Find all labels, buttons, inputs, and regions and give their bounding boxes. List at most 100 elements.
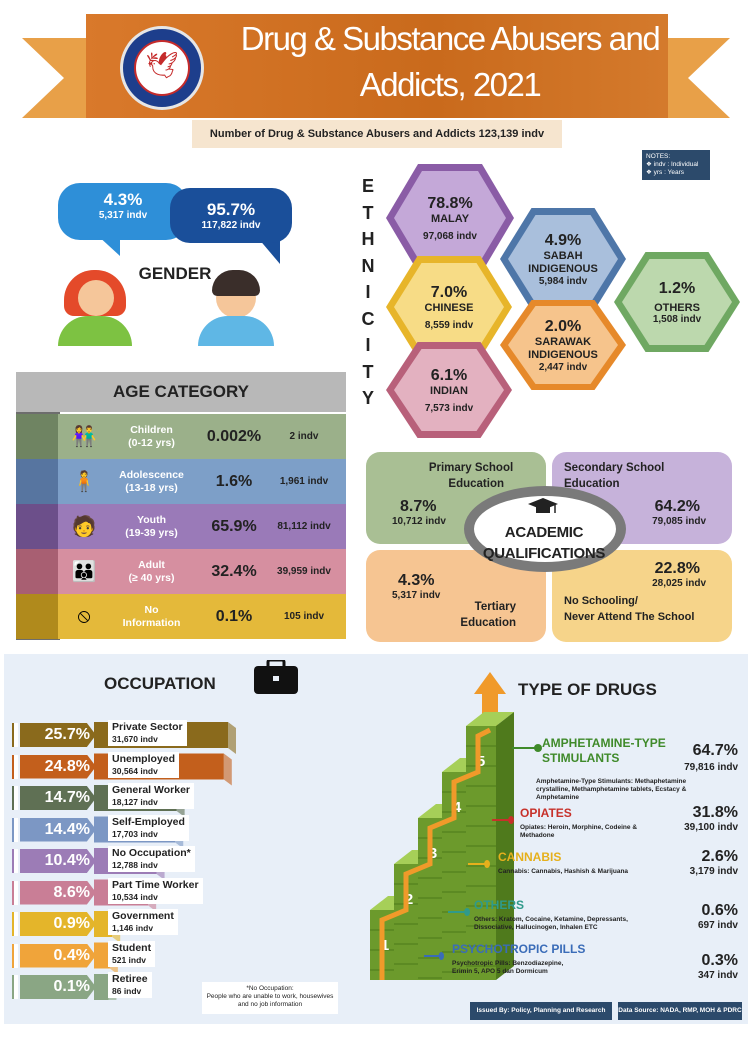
ethnicity-sabah-indigenous: 4.9% SABAH INDIGENOUS 5,984 indv <box>500 208 626 310</box>
female-face <box>78 280 114 316</box>
ethnicity-others: 1.2% OTHERS 1,508 indv <box>614 252 740 352</box>
issued-by: Issued By: Policy, Planning and Research… <box>470 1002 612 1032</box>
age-row-side <box>16 414 58 459</box>
age-label: Youth (19-39 yrs) <box>104 514 199 540</box>
occupation-name: Part Time Worker <box>112 878 199 891</box>
children-icon: 👫 <box>71 426 97 448</box>
drug-name-line: OPIATES <box>520 806 572 820</box>
age-label-name: Children <box>130 423 173 436</box>
male-hair <box>212 270 260 296</box>
drug-pointer-icon <box>468 856 490 868</box>
step-number: 3 <box>429 845 437 862</box>
occupation-pct-tag: 0.4% <box>12 943 96 969</box>
drug-name-line: STIMULANTS <box>542 751 620 765</box>
academic-secondary-count: 79,085 indv <box>652 516 706 527</box>
ethnicity-pct: 4.9% <box>544 231 582 249</box>
notes-box: NOTES: ❖ indv : Individual ❖ yrs : Years <box>642 150 710 180</box>
male-bubble: 95.7% 117,822 indv <box>170 188 292 243</box>
age-row-side <box>16 594 58 639</box>
academic-secondary-title: Secondary School Education <box>564 460 720 492</box>
ethnicity-letter: H <box>361 229 375 249</box>
occupation-label: Part Time Worker 10,534 indv <box>108 877 203 904</box>
drug-name-line: CANNABIS <box>498 850 562 864</box>
occupation-bar <box>94 942 110 969</box>
drug-count: 79,816 indv <box>684 762 738 773</box>
type-of-drugs-title: TYPE OF DRUGS <box>518 680 657 699</box>
drug-pct: 2.6% <box>701 848 738 865</box>
occupation-label: Unemployed 30,564 indv <box>108 751 180 778</box>
drug-description: Opiates: Heroin, Morphine, Codeine & Met… <box>520 824 638 839</box>
ethnicity-count: 97,068 indv <box>423 230 477 242</box>
age-pct: 32.4% <box>211 562 257 580</box>
age-row: 🧍 Adolescence (13-18 yrs) 1.6% 1,961 indv <box>58 459 346 504</box>
academic-none-pct: 22.8% <box>654 560 700 577</box>
occupation-pct: 0.9% <box>20 912 96 936</box>
academic-tertiary-count: 5,317 indv <box>392 590 441 601</box>
ethnicity-sarawak-indigenous: 2.0% SARAWAK INDIGENOUS 2,447 indv <box>500 300 626 390</box>
ethnicity-name: OTHERS <box>654 301 700 314</box>
drug-name-line: PSYCHOTROPIC PILLS <box>452 942 586 956</box>
occupation-pct: 14.4% <box>20 817 96 842</box>
occupation-name: Private Sector <box>112 721 183 733</box>
occupation-name: Retiree <box>112 973 148 985</box>
academic-none-title: No Schooling/ Never Attend The School <box>564 593 720 625</box>
academic-title-line: Secondary School <box>564 462 665 474</box>
ethnicity-pct: 78.8% <box>427 194 473 212</box>
occupation-name: Self-Employed <box>112 815 185 828</box>
occupation-count: 1,146 indv <box>112 923 154 933</box>
male-count: 117,822 indv <box>201 220 261 231</box>
eagle-icon: 🕊 <box>145 50 179 80</box>
drug-description: Psychotropic Pills: Benzodiazepine, Erim… <box>452 960 564 975</box>
academic-secondary-pct: 64.2% <box>654 498 700 515</box>
drug-description: Others: Kratom, Cocaine, Ketamine, Depre… <box>474 916 628 931</box>
occupation-pct-tag: 0.9% <box>12 911 96 937</box>
no-occupation-note: *No Occupation: People who are unable to… <box>202 982 338 1014</box>
drug-pointer-icon <box>492 812 514 824</box>
ethnicity-name: SARAWAK INDIGENOUS <box>528 335 598 361</box>
stair-block <box>466 726 496 980</box>
progress-line <box>379 727 492 980</box>
occupation-name: General Worker <box>112 784 191 796</box>
occupation-label: Self-Employed 17,703 indv <box>108 814 189 841</box>
ethnicity-pct: 1.2% <box>658 279 696 297</box>
logo-emblem <box>134 40 190 96</box>
age-label-range: (13-18 yrs) <box>125 481 178 494</box>
occupation-pct-tag: 24.8% <box>12 754 96 780</box>
occupation-pct-tag: 14.7% <box>12 785 96 811</box>
age-category-title: AGE CATEGORY <box>16 372 346 412</box>
tag-stripe <box>12 880 18 905</box>
occupation-pct-tag: 8.6% <box>12 880 96 906</box>
age-label: Children (0-12 yrs) <box>104 424 199 450</box>
drug-name: CANNABIS <box>498 850 561 865</box>
age-label: Adult (≥ 40 yrs) <box>104 559 199 585</box>
adolescence-icon: 🧍 <box>71 471 97 493</box>
occupation-label: No Occupation* 12,788 indv <box>108 846 195 872</box>
briefcase-icon <box>254 660 298 694</box>
occupation-name: Unemployed <box>112 752 176 765</box>
occupation-pct: 0.4% <box>20 943 96 968</box>
ethnicity-chinese: 7.0% CHINESE 8,559 indv <box>386 256 512 358</box>
notes-title: NOTES: <box>646 153 671 160</box>
ethnicity-count: 8,559 indv <box>424 319 474 331</box>
occupation-name: Government <box>112 910 174 922</box>
drug-name: AMPHETAMINE-TYPE STIMULANTS <box>542 736 666 766</box>
age-row: 👪 Adult (≥ 40 yrs) 32.4% 39,959 indv <box>58 549 346 594</box>
age-pct: 0.1% <box>215 607 253 625</box>
academic-ring-line: ACADEMIC <box>504 524 584 541</box>
ethnicity-letter: T <box>362 361 374 382</box>
age-label-name: Adolescence <box>119 468 184 481</box>
ethnicity-name: INDIAN <box>430 384 468 397</box>
age-row: 🧑 Youth (19-39 yrs) 65.9% 81,112 indv <box>58 504 346 549</box>
drug-description: Cannabis: Cannabis, Hashish & Marijuana <box>498 868 629 875</box>
age-row-side <box>16 504 58 549</box>
tag-stripe <box>12 817 18 842</box>
academic-ring-line: QUALIFICATIONS <box>482 545 606 562</box>
drug-description: Amphetamine-Type Stimulants: Methaphetam… <box>536 778 687 801</box>
occupation-pct: 8.6% <box>20 880 96 905</box>
tag-stripe <box>12 943 18 968</box>
academic-title-line: Education <box>460 617 516 629</box>
step-number: 1 <box>381 937 389 954</box>
occupation-count: 10,534 indv <box>112 891 158 902</box>
tag-stripe <box>12 975 18 999</box>
occupation-title: OCCUPATION <box>104 674 216 693</box>
